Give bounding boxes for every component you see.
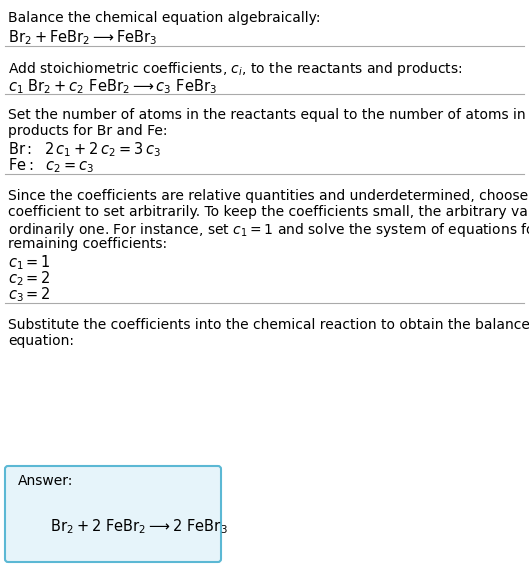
Text: Answer:: Answer: <box>18 474 74 488</box>
Text: remaining coefficients:: remaining coefficients: <box>8 237 167 251</box>
Text: Add stoichiometric coefficients, $c_i$, to the reactants and products:: Add stoichiometric coefficients, $c_i$, … <box>8 60 463 78</box>
Text: ordinarily one. For instance, set $c_1 = 1$ and solve the system of equations fo: ordinarily one. For instance, set $c_1 =… <box>8 221 529 239</box>
Text: equation:: equation: <box>8 334 74 348</box>
Text: $c_3 = 2$: $c_3 = 2$ <box>8 285 51 304</box>
Text: products for Br and Fe:: products for Br and Fe: <box>8 124 168 138</box>
FancyBboxPatch shape <box>5 466 221 562</box>
Text: $\mathrm{Br{:}}\ \ 2\,c_1 + 2\,c_2 = 3\,c_3$: $\mathrm{Br{:}}\ \ 2\,c_1 + 2\,c_2 = 3\,… <box>8 140 161 159</box>
Text: Set the number of atoms in the reactants equal to the number of atoms in the: Set the number of atoms in the reactants… <box>8 108 529 122</box>
Text: $\mathrm{Br_2 + FeBr_2 \longrightarrow FeBr_3}$: $\mathrm{Br_2 + FeBr_2 \longrightarrow F… <box>8 28 158 46</box>
Text: Substitute the coefficients into the chemical reaction to obtain the balanced: Substitute the coefficients into the che… <box>8 318 529 332</box>
Text: $\mathrm{Br_2 + 2\ FeBr_2 \longrightarrow 2\ FeBr_3}$: $\mathrm{Br_2 + 2\ FeBr_2 \longrightarro… <box>50 517 227 536</box>
Text: Balance the chemical equation algebraically:: Balance the chemical equation algebraica… <box>8 11 321 25</box>
Text: $c_1\ \mathrm{Br_2} + c_2\ \mathrm{FeBr_2} \longrightarrow c_3\ \mathrm{FeBr_3}$: $c_1\ \mathrm{Br_2} + c_2\ \mathrm{FeBr_… <box>8 77 217 96</box>
Text: Since the coefficients are relative quantities and underdetermined, choose a: Since the coefficients are relative quan… <box>8 189 529 203</box>
Text: $\mathrm{Fe{:}}\ \ c_2 = c_3$: $\mathrm{Fe{:}}\ \ c_2 = c_3$ <box>8 156 94 175</box>
Text: coefficient to set arbitrarily. To keep the coefficients small, the arbitrary va: coefficient to set arbitrarily. To keep … <box>8 205 529 219</box>
Text: $c_1 = 1$: $c_1 = 1$ <box>8 253 51 272</box>
Text: $c_2 = 2$: $c_2 = 2$ <box>8 269 51 287</box>
